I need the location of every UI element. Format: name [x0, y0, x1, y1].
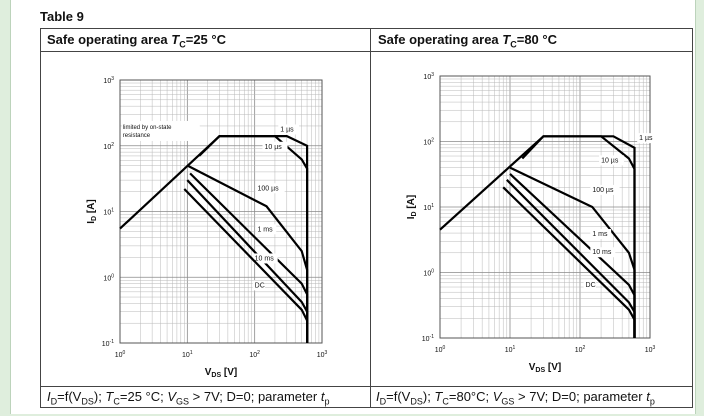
series-label-bg	[255, 224, 277, 235]
x-tick-label: 100	[115, 350, 126, 359]
series-line	[502, 186, 636, 338]
soa-table: Safe operating area TC=25 °C Safe operat…	[40, 28, 693, 408]
series-label: 1 ms	[257, 226, 273, 233]
y-axis-label: ID [A]	[86, 199, 98, 224]
series-label: 100 µs	[257, 185, 279, 192]
y-tick-label: 101	[103, 208, 114, 217]
y-tick-label: 101	[423, 203, 434, 212]
y-tick-label: 10-1	[102, 339, 114, 348]
chart-caption-right: ID=f(VDS); TC=80°C; VGS > 7V; D=0; param…	[376, 389, 655, 407]
series-label-bg	[255, 183, 285, 194]
x-tick-label: 103	[645, 345, 656, 354]
series-line	[521, 135, 636, 338]
series-label: 100 µs	[592, 187, 614, 194]
series-label: 10 ms	[255, 255, 275, 262]
y-tick-label: 10-1	[422, 334, 434, 343]
series-label-bg	[252, 253, 278, 264]
x-axis-label: VDS [V]	[529, 362, 562, 374]
x-tick-label: 102	[575, 345, 586, 354]
plot-frame	[439, 75, 651, 339]
series-label: 1 µs	[639, 135, 653, 142]
y-tick-label: 103	[423, 72, 434, 81]
table-label: Table 9	[40, 9, 84, 24]
series-label-bg	[583, 280, 596, 291]
series-line	[186, 179, 309, 343]
y-tick-label: 102	[103, 142, 114, 151]
grid	[119, 80, 322, 344]
y-tick-label: 100	[423, 269, 434, 278]
chart-title-right: Safe operating area TC=80 °C	[378, 32, 557, 50]
series-label-bg	[637, 133, 658, 144]
series-line	[119, 135, 309, 343]
annotation-bg	[121, 120, 200, 141]
chart-caption-left: ID=f(VDS); TC=25 °C; VGS > 7V; D=0; para…	[47, 389, 330, 407]
series-label: DC	[255, 282, 265, 289]
series-label-bg	[278, 124, 300, 135]
series-label: 1 µs	[280, 126, 294, 133]
footer-divider	[41, 386, 692, 387]
x-tick-label: 100	[435, 345, 446, 354]
series-label-bg	[599, 155, 625, 166]
series-line	[509, 166, 636, 338]
series-line	[198, 135, 309, 343]
chart-title-left: Safe operating area TC=25 °C	[47, 32, 226, 50]
y-tick-label: 103	[103, 76, 114, 85]
x-tick-label: 102	[249, 350, 260, 359]
grid	[439, 76, 650, 339]
series-label-bg	[252, 280, 266, 291]
series-line	[506, 179, 636, 338]
header-divider	[41, 51, 692, 52]
column-divider	[370, 29, 371, 407]
series-label-bg	[590, 247, 616, 258]
y-tick-label: 100	[103, 273, 114, 282]
y-tick-label: 102	[423, 138, 434, 147]
series-line	[183, 188, 309, 343]
series-label: 1 ms	[592, 231, 608, 238]
x-tick-label: 101	[505, 345, 516, 354]
series-label: 10 µs	[601, 157, 619, 164]
series-label-bg	[590, 184, 620, 195]
x-tick-label: 103	[317, 350, 328, 359]
series-label: 10 µs	[265, 144, 283, 151]
annotation-text: limited by on-state	[123, 125, 172, 131]
series-label: DC	[586, 282, 596, 289]
annotation-text: resistance	[123, 133, 151, 139]
series-label: 10 ms	[592, 249, 612, 256]
series-label-bg	[590, 229, 612, 240]
x-axis-label: VDS [V]	[205, 367, 238, 379]
plot-frame	[119, 79, 323, 344]
series-label-bg	[262, 141, 288, 152]
x-tick-label: 101	[182, 350, 193, 359]
y-axis-label: ID [A]	[406, 195, 418, 220]
